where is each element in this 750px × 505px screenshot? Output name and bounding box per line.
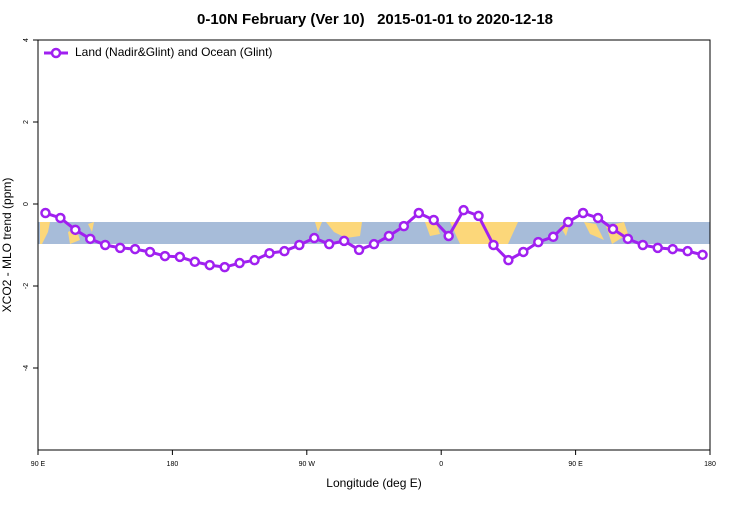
plot-frame bbox=[37, 39, 711, 451]
data-point bbox=[144, 246, 156, 258]
y-tick-label: 4 bbox=[23, 38, 30, 42]
data-point bbox=[159, 250, 171, 262]
y-tick-label: 0 bbox=[23, 202, 30, 206]
data-point bbox=[592, 212, 604, 224]
data-point bbox=[697, 249, 708, 261]
y-axis-label: XCO2 - MLO trend (ppm) bbox=[0, 178, 14, 313]
data-point bbox=[607, 223, 619, 235]
data-point bbox=[682, 245, 693, 257]
y-tick-label: 2 bbox=[23, 120, 30, 124]
data-point bbox=[652, 242, 663, 254]
x-tick-label: 90 E bbox=[31, 461, 46, 468]
data-point bbox=[533, 236, 544, 248]
data-point bbox=[518, 246, 529, 258]
data-point bbox=[398, 220, 410, 232]
data-point bbox=[562, 216, 574, 228]
data-point bbox=[488, 239, 499, 251]
y-tick-label: -2 bbox=[23, 283, 30, 289]
data-point bbox=[249, 254, 260, 266]
data-point bbox=[547, 231, 559, 243]
data-point bbox=[55, 212, 66, 224]
data-point bbox=[294, 239, 305, 251]
y-tick-label: -4 bbox=[23, 365, 30, 371]
data-point bbox=[189, 256, 201, 268]
data-point bbox=[219, 261, 230, 273]
data-point bbox=[129, 243, 141, 255]
data-point bbox=[174, 251, 186, 263]
data-point bbox=[443, 230, 454, 242]
data-point bbox=[458, 204, 469, 216]
data-point bbox=[353, 244, 365, 256]
data-point bbox=[70, 224, 81, 236]
data-point bbox=[234, 257, 245, 269]
data-point bbox=[503, 254, 514, 266]
x-tick-label: 90 E bbox=[568, 461, 583, 468]
data-point bbox=[309, 232, 320, 244]
data-point bbox=[428, 214, 439, 226]
data-point bbox=[368, 238, 380, 250]
data-point bbox=[473, 210, 484, 222]
legend-label: Land (Nadir&Glint) and Ocean (Glint) bbox=[75, 45, 272, 59]
data-point bbox=[323, 238, 335, 250]
data-point bbox=[264, 247, 275, 259]
data-point bbox=[338, 235, 350, 247]
data-point bbox=[577, 207, 589, 219]
x-axis-label: Longitude (deg E) bbox=[326, 476, 421, 490]
x-tick-label: 0 bbox=[439, 461, 443, 468]
x-tick-label: 90 W bbox=[299, 461, 316, 468]
data-point bbox=[85, 233, 96, 245]
data-point bbox=[413, 207, 425, 219]
data-point bbox=[40, 207, 51, 219]
data-point bbox=[667, 243, 678, 255]
chart-title: 0-10N February (Ver 10) 2015-01-01 to 20… bbox=[197, 11, 553, 28]
data-point bbox=[279, 245, 290, 257]
data-point bbox=[383, 230, 395, 242]
x-tick-label: 180 bbox=[167, 461, 179, 468]
x-tick-label: 180 bbox=[704, 461, 716, 468]
legend-marker bbox=[50, 47, 62, 59]
data-point bbox=[114, 242, 126, 254]
data-point bbox=[99, 239, 111, 251]
data-point bbox=[204, 259, 215, 271]
data-point bbox=[637, 239, 649, 251]
data-point bbox=[622, 233, 634, 245]
